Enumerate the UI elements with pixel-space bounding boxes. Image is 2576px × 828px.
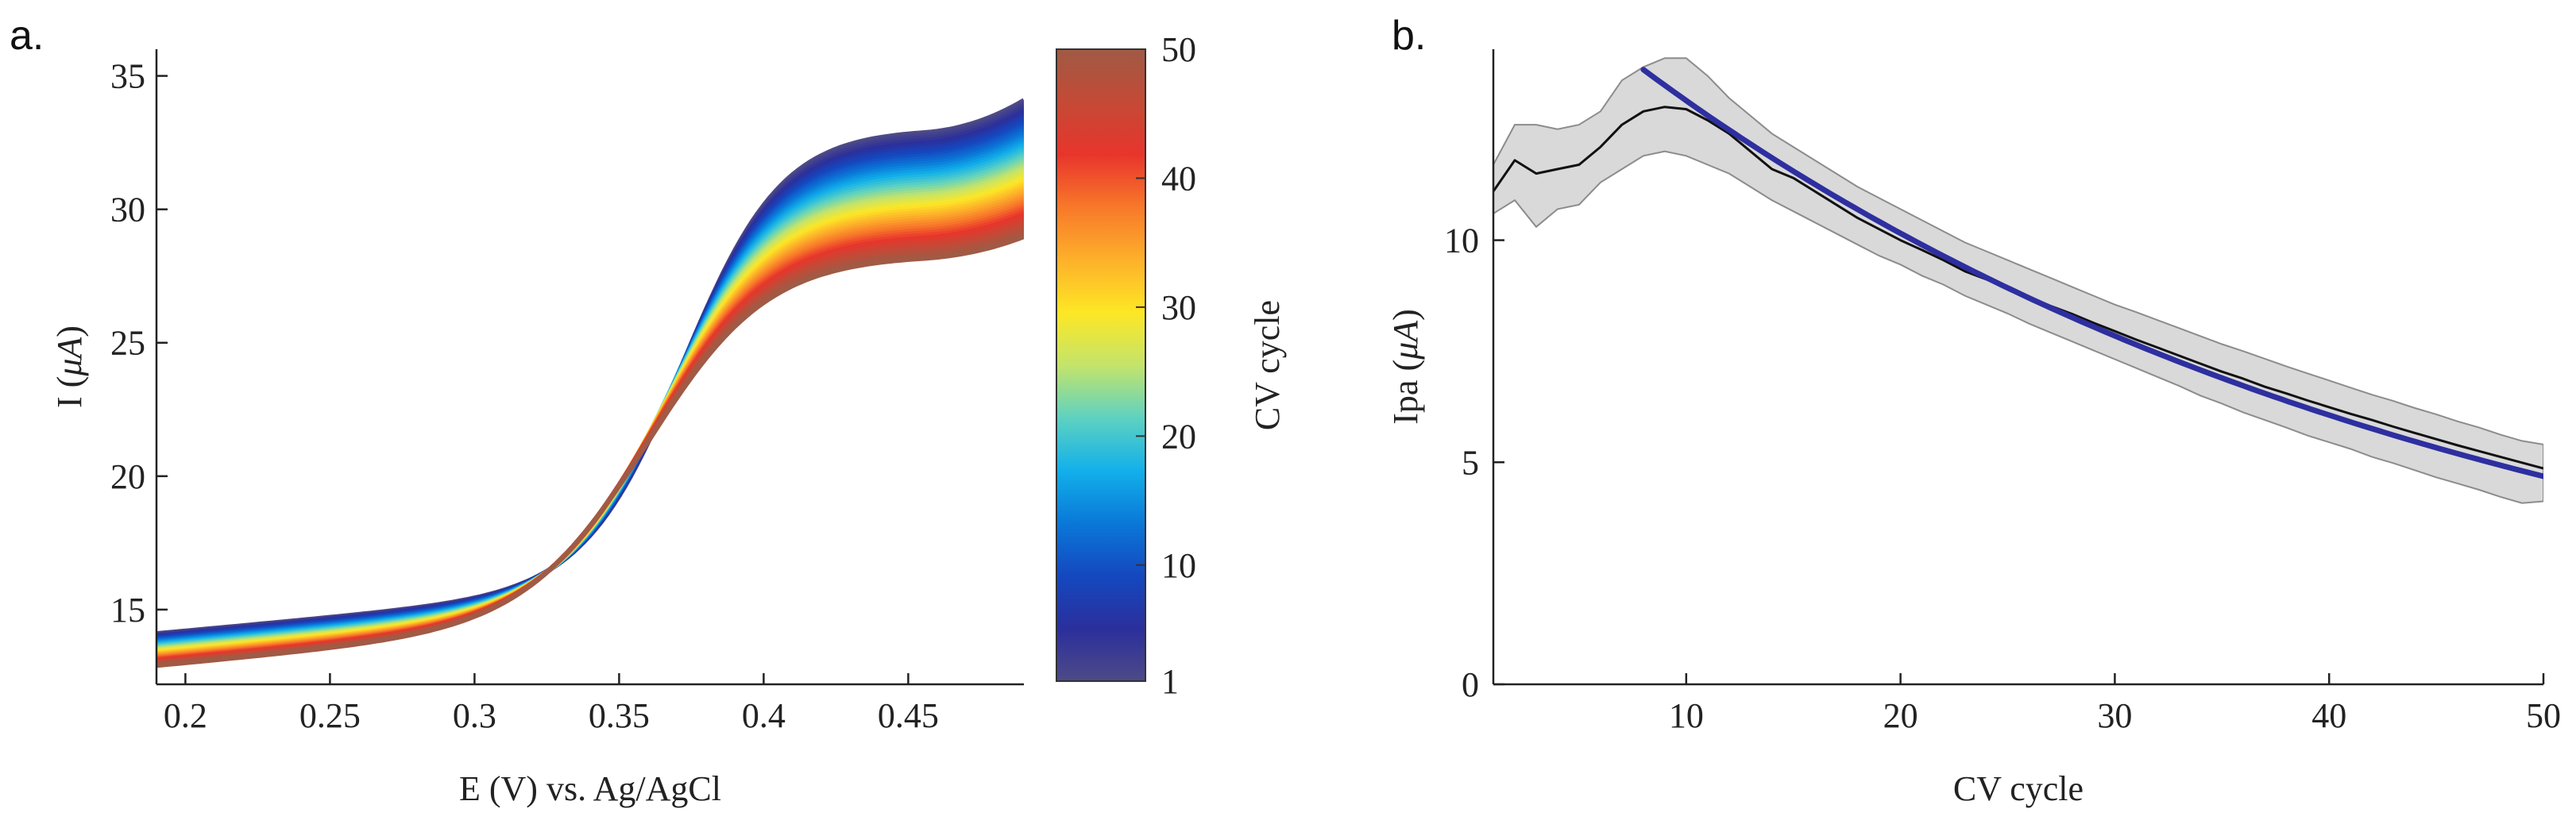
- a-colorbar-scale: [1056, 48, 1146, 682]
- a-axes: [155, 49, 1024, 686]
- b-y-tick-label: 5: [1462, 443, 1479, 482]
- b-x-tick-label: 10: [1669, 696, 1704, 735]
- a-y-tick-label: 35: [110, 57, 145, 96]
- a-colorbar-tick-label: 10: [1161, 546, 1196, 585]
- a-x-ticks: 0.2 0.25 0.3 0.35 0.4 0.45: [164, 673, 939, 735]
- b-x-ticks: 10 20 30 40 50: [1669, 673, 2561, 735]
- b-x-tick-label: 30: [2097, 696, 2132, 735]
- a-x-axis-label: E (V) vs. Ag/AgCl: [459, 769, 721, 808]
- a-x-tick-label: 0.4: [742, 696, 786, 735]
- a-colorbar-tick-label: 30: [1161, 288, 1196, 327]
- panel-b-label: b.: [1392, 13, 1426, 59]
- a-x-tick-label: 0.25: [299, 696, 361, 735]
- a-colorbar: 1 10 20 30 40 50 CV cycle: [1056, 30, 1287, 701]
- a-x-tick-label: 0.45: [878, 696, 939, 735]
- b-y-axis-label: Ipa (μA): [1386, 309, 1425, 424]
- b-x-axis-label: CV cycle: [1953, 769, 2084, 808]
- b-x-tick-label: 50: [2526, 696, 2561, 735]
- b-x-tick-label: 20: [1883, 696, 1918, 735]
- b-plot: [1493, 57, 2543, 504]
- chart-b: 10 20 30 40 50 0 5 10 CV cycle Ipa (μA): [1386, 49, 2561, 808]
- a-y-tick-label: 30: [110, 191, 145, 229]
- a-curves: [156, 98, 1024, 668]
- a-y-tick-label: 15: [110, 591, 145, 630]
- a-x-tick-label: 0.3: [453, 696, 496, 735]
- a-colorbar-tick-label: 20: [1161, 417, 1196, 456]
- a-y-axis-label: I (μA): [50, 325, 89, 408]
- a-y-tick-label: 25: [110, 324, 145, 363]
- a-colorbar-tick-label: 40: [1161, 159, 1196, 198]
- a-colorbar-tick-label: 50: [1161, 30, 1196, 69]
- b-y-tick-label: 0: [1462, 665, 1479, 704]
- chart-a: 0.2 0.25 0.3 0.35 0.4 0.45 15 20 25 30 35 E (V) v…: [50, 30, 1287, 808]
- b-y-tick-label: 10: [1444, 221, 1479, 260]
- a-cycle-curve-50: [156, 234, 1024, 668]
- b-axes: [1492, 49, 2543, 686]
- a-x-tick-label: 0.2: [164, 696, 207, 735]
- b-fit-line: [1640, 67, 2543, 479]
- panel-a-label: a.: [10, 13, 44, 59]
- a-x-tick-label: 0.35: [589, 696, 650, 735]
- a-colorbar-label: CV cycle: [1248, 300, 1287, 430]
- b-y-ticks: 0 5 10: [1444, 221, 1504, 704]
- a-y-ticks: 15 20 25 30 35: [110, 57, 168, 630]
- a-y-tick-label: 20: [110, 457, 145, 496]
- a-colorbar-tick-label: 1: [1161, 662, 1179, 701]
- b-x-tick-label: 40: [2311, 696, 2346, 735]
- a-colorbar-ticks: 1 10 20 30 40 50: [1136, 30, 1196, 701]
